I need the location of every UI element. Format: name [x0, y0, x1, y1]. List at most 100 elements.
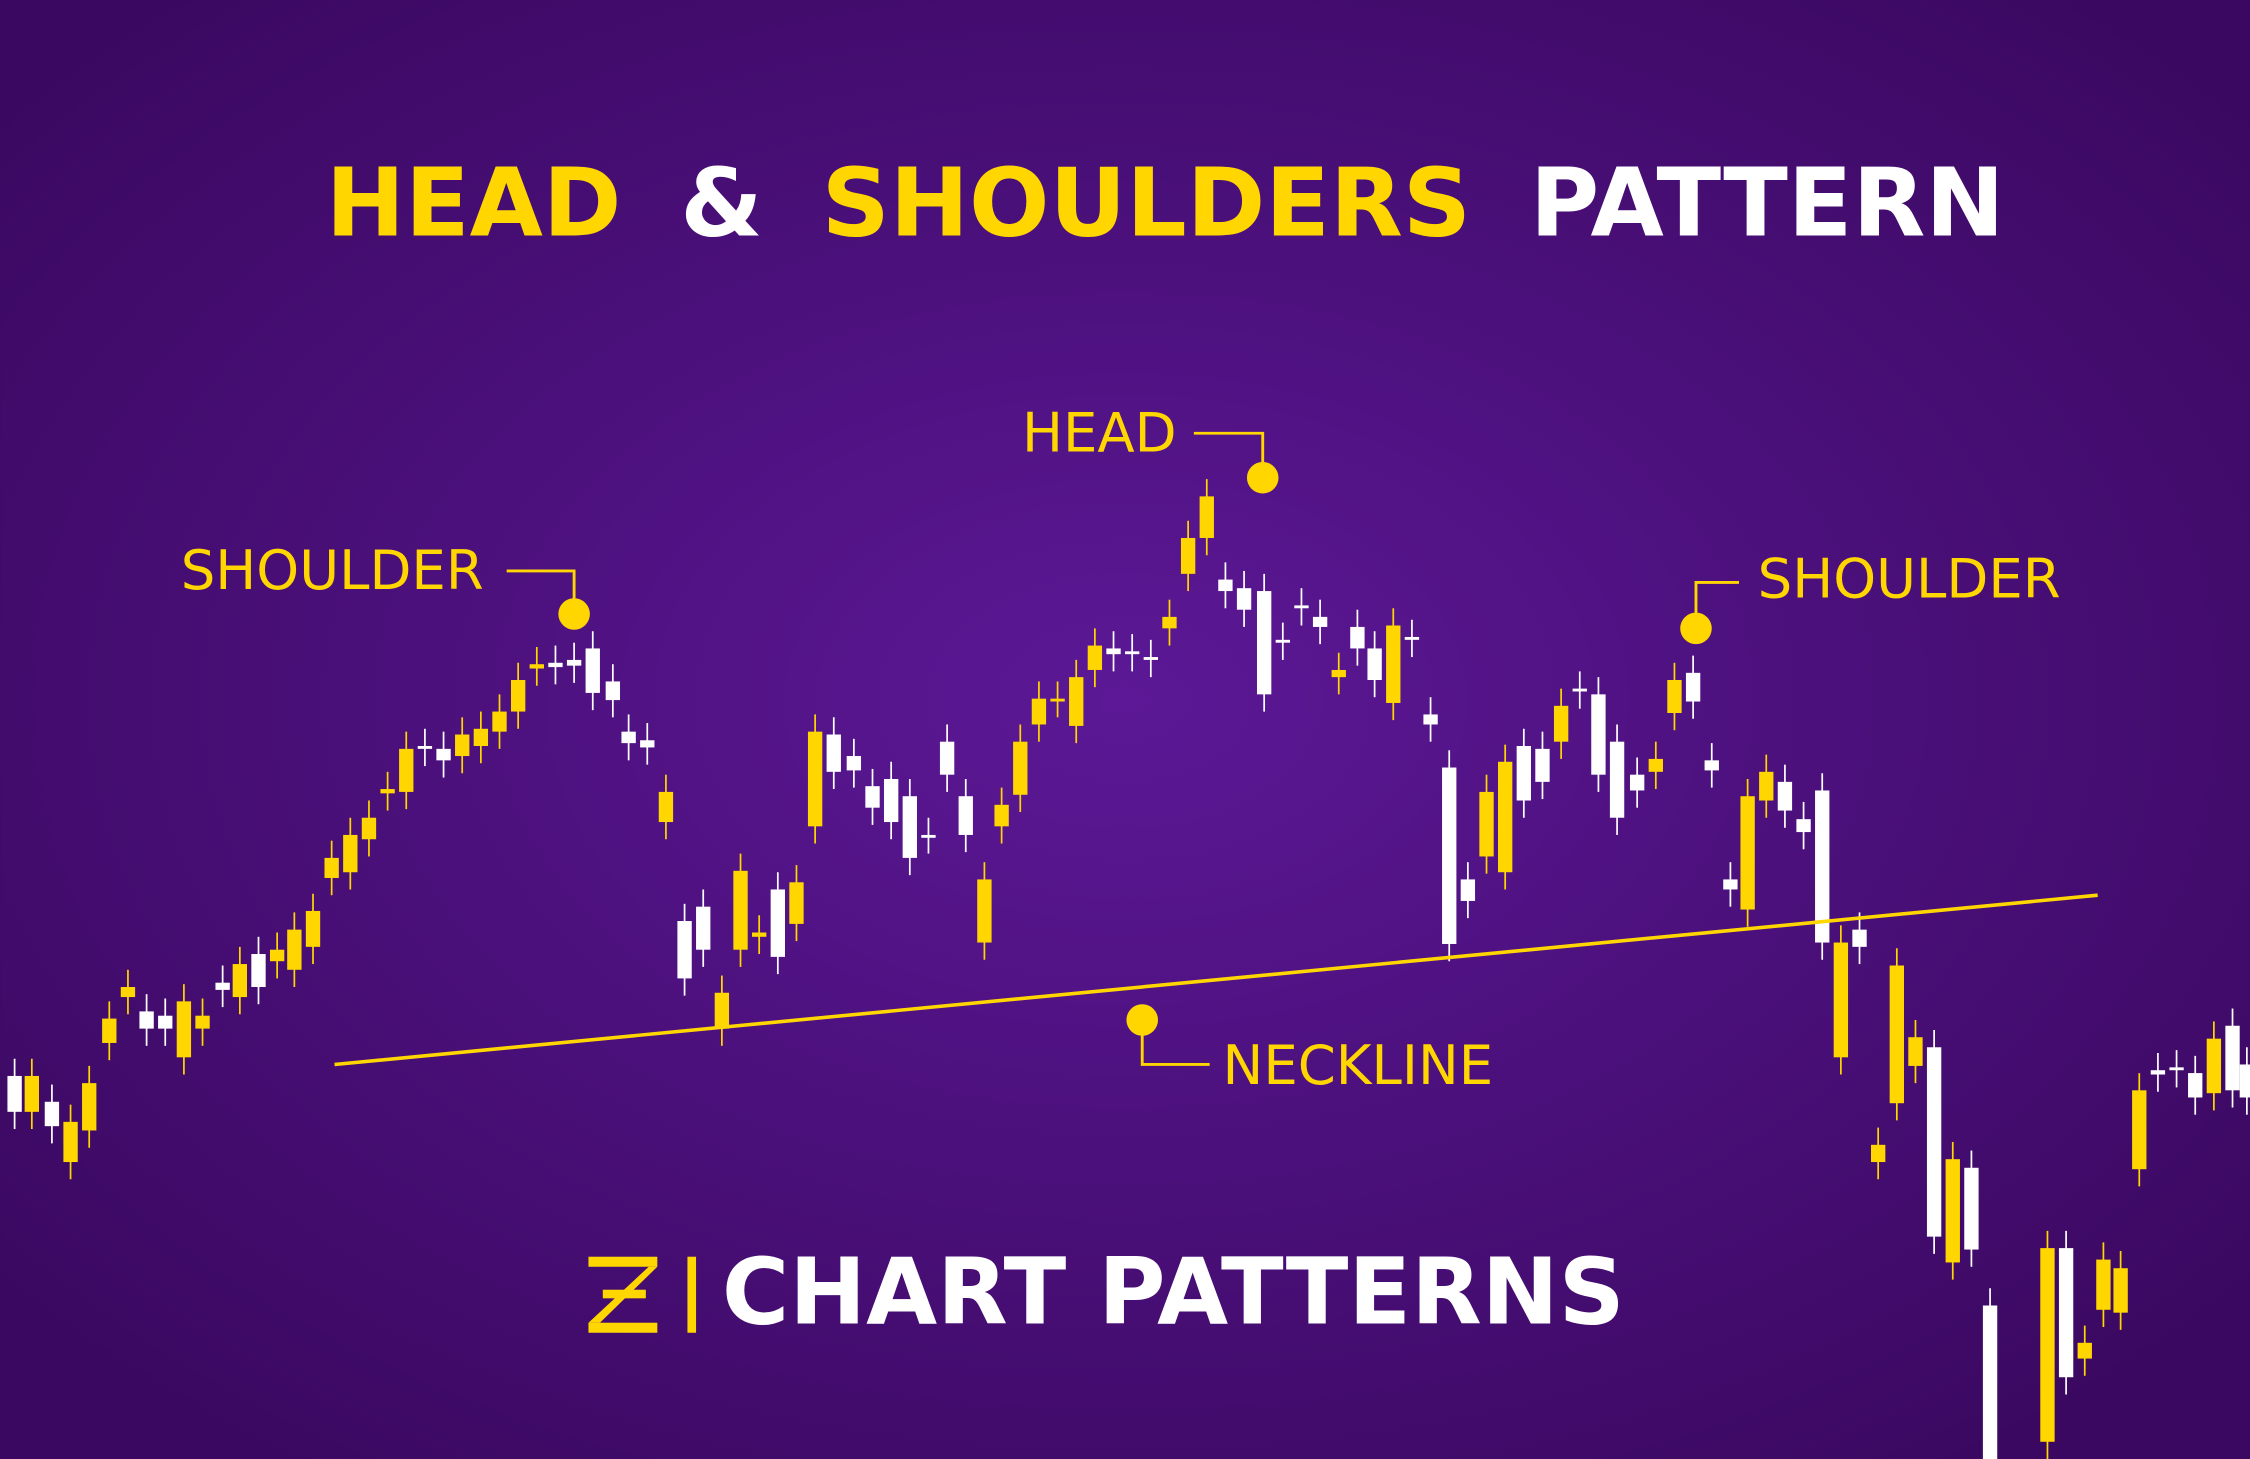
title-part: HEAD	[326, 148, 622, 258]
title-part: PATTERN	[1530, 148, 2005, 258]
candle-body	[1125, 651, 1140, 655]
candle-body	[1609, 741, 1625, 818]
candle-body	[548, 662, 563, 668]
candle-body	[1350, 626, 1365, 649]
candle-body	[1423, 714, 1438, 725]
candle-body	[605, 681, 621, 701]
candle-body	[2188, 1073, 2203, 1098]
candle-body	[2225, 1025, 2240, 1091]
candle-body	[1312, 616, 1328, 627]
candle-body	[1945, 1159, 1960, 1263]
candle-body	[621, 731, 636, 744]
candle-body	[1087, 645, 1103, 670]
title-part: SHOULDERS	[822, 148, 1471, 258]
candle-body	[789, 882, 804, 924]
candle-body	[1050, 698, 1065, 702]
candle-body	[1704, 760, 1719, 771]
title: HEAD & SHOULDERS PATTERN	[326, 148, 2005, 258]
candle-body	[1685, 672, 1701, 702]
candle-body	[939, 741, 955, 775]
candle-body	[63, 1121, 78, 1163]
candle-body	[566, 659, 582, 666]
candle-body	[2077, 1342, 2092, 1359]
candle-body	[640, 740, 655, 748]
candle-body	[2150, 1070, 2166, 1075]
candle-body	[902, 796, 917, 858]
candle-body	[1833, 942, 1849, 1058]
candle-body	[1535, 748, 1550, 782]
candle-body	[343, 834, 358, 873]
candle-body	[1143, 657, 1158, 660]
candle-body	[324, 857, 339, 878]
candle-body	[305, 910, 321, 947]
candle-body	[1218, 579, 1233, 592]
candle-body	[455, 734, 470, 757]
label: SHOULDER	[181, 538, 484, 602]
candle-body	[380, 789, 395, 794]
candle-body	[1031, 698, 1047, 725]
logo	[588, 1256, 697, 1333]
candle-body	[1796, 819, 1811, 833]
candle-body	[399, 748, 414, 792]
candle-body	[846, 756, 862, 771]
title-part: &	[680, 148, 763, 258]
candle-body	[2169, 1067, 2184, 1071]
candle-body	[1479, 791, 1494, 857]
pointer-dot	[1680, 612, 1712, 645]
candle-body	[1870, 1144, 1886, 1163]
candle-body	[958, 796, 973, 835]
candle-body	[733, 870, 748, 950]
candle-body	[2058, 1248, 2074, 1378]
label: HEAD	[1022, 400, 1177, 464]
candle-body	[1889, 965, 1904, 1104]
candle-body	[139, 1011, 154, 1029]
candle-body	[1013, 741, 1028, 795]
candle-body	[1648, 758, 1663, 772]
candle-body	[1777, 781, 1793, 811]
candle-body	[361, 817, 377, 840]
candle-body	[1256, 591, 1272, 695]
candle-body	[1723, 879, 1738, 890]
candle-body	[473, 728, 489, 746]
candle-body	[1331, 669, 1346, 678]
candle-body	[1926, 1047, 1942, 1237]
candle-body	[585, 648, 600, 693]
candle-body	[436, 748, 451, 761]
candle-body	[2132, 1090, 2147, 1170]
candlesticks	[7, 479, 2250, 1459]
candle-body	[102, 1018, 117, 1043]
candle-body	[1069, 677, 1084, 726]
candle-body	[770, 889, 785, 957]
candle-body	[1199, 496, 1214, 538]
candle-body	[82, 1083, 97, 1131]
candle-body	[1442, 767, 1457, 944]
candle-body	[492, 711, 507, 732]
candle-body	[1294, 605, 1309, 609]
candle-body	[417, 745, 433, 749]
pointer-dot	[558, 598, 590, 630]
pointer-dot	[1126, 1004, 1158, 1036]
candle-body	[215, 982, 230, 990]
candle-body	[714, 992, 730, 1029]
candle-body	[677, 921, 692, 979]
candle-body	[2040, 1248, 2055, 1442]
candle-body	[1497, 761, 1513, 873]
candle-body	[44, 1101, 60, 1127]
candle-body	[120, 987, 136, 998]
candle-body	[921, 834, 936, 838]
candle-body	[752, 932, 767, 937]
candle-body	[2239, 1064, 2250, 1098]
candle-body	[977, 879, 992, 943]
candle-body	[1404, 636, 1420, 640]
candle-body	[2113, 1268, 2128, 1313]
candle-body	[1553, 705, 1569, 742]
candle-body	[1740, 796, 1755, 910]
candle-body	[7, 1075, 22, 1112]
candle-body	[1982, 1305, 1998, 1459]
candle-body	[658, 791, 674, 823]
candle-body	[529, 664, 544, 669]
candle-body	[1591, 694, 1606, 775]
candle-body	[696, 906, 711, 950]
